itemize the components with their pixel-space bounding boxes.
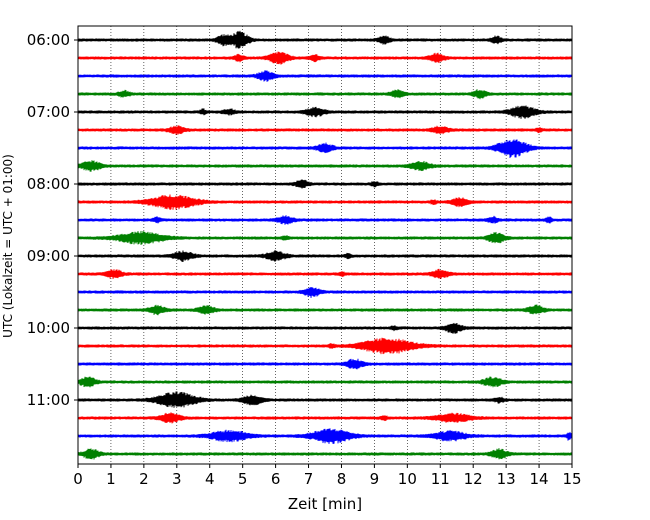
trace-1145	[77, 448, 573, 460]
trace-0945	[77, 304, 573, 316]
y-tick-label: 06:00	[27, 31, 70, 49]
x-tick-label: 8	[337, 470, 347, 488]
y-tick-label: 09:00	[27, 247, 70, 265]
trace-0715	[77, 125, 573, 135]
trace-0730	[77, 139, 573, 159]
trace-0930	[77, 286, 573, 299]
trace-0645	[77, 89, 573, 100]
x-tick-label: 0	[73, 470, 83, 488]
x-tick-label: 7	[304, 470, 314, 488]
trace-1030	[77, 358, 573, 370]
trace-0800	[77, 179, 573, 189]
trace-1130	[77, 428, 573, 445]
trace-1045	[77, 376, 573, 388]
y-tick-label: 08:00	[27, 175, 70, 193]
trace-0830	[77, 215, 573, 225]
x-axis-label: Zeit [min]	[288, 495, 362, 513]
trace-0700	[77, 105, 573, 119]
x-axis: 0 1 2 3 4 5 6 7 8 9 10 11 12 13 14 15	[73, 464, 582, 488]
trace-0845	[77, 230, 573, 245]
x-tick-label: 6	[271, 470, 281, 488]
trace-0745	[77, 160, 573, 172]
x-tick-label: 5	[238, 470, 248, 488]
trace-0600	[77, 30, 573, 49]
x-tick-label: 13	[497, 470, 516, 488]
trace-1000	[77, 322, 573, 334]
y-tick-label: 10:00	[27, 319, 70, 337]
x-tick-label: 12	[464, 470, 483, 488]
trace-0915	[77, 268, 573, 280]
trace-layer	[77, 30, 573, 460]
x-tick-label: 11	[431, 470, 450, 488]
x-tick-label: 9	[370, 470, 380, 488]
trace-0630	[77, 70, 573, 82]
x-tick-label: 15	[562, 470, 581, 488]
trace-0900	[77, 249, 573, 263]
y-tick-label: 07:00	[27, 103, 70, 121]
grid-layer	[110, 26, 540, 464]
y-axis: 06:00 07:00 08:00 09:00 10:00 11:00	[27, 31, 78, 409]
x-tick-label: 3	[172, 470, 182, 488]
plot-frame	[77, 25, 573, 465]
x-tick-label: 4	[205, 470, 215, 488]
y-axis-label: UTC (Lokalzeit = UTC + 01:00)	[1, 154, 15, 338]
trace-1100	[77, 391, 573, 408]
trace-0815	[77, 194, 573, 211]
x-tick-label: 1	[106, 470, 116, 488]
trace-0615	[77, 51, 573, 65]
x-tick-label: 2	[139, 470, 149, 488]
x-tick-label: 10	[398, 470, 417, 488]
trace-1115	[77, 412, 573, 424]
x-tick-label: 14	[530, 470, 549, 488]
y-tick-label: 11:00	[27, 391, 70, 409]
trace-1015	[77, 337, 573, 355]
